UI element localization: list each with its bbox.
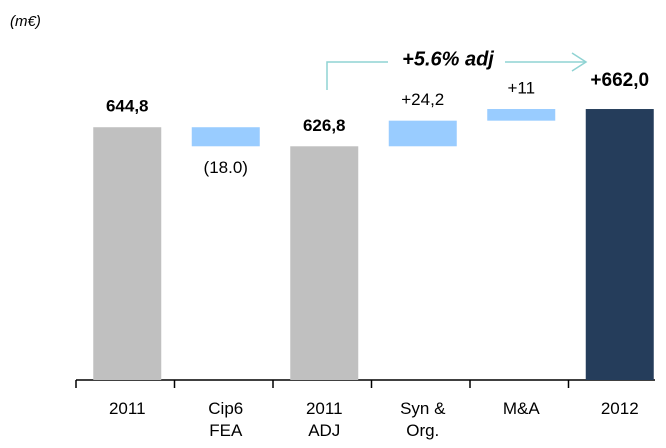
data-label: +662,0 <box>590 70 649 91</box>
arrow-line <box>326 61 388 90</box>
bar <box>585 109 654 380</box>
unit-label: (m€) <box>10 13 41 30</box>
x-tick-label-line: 2012 <box>601 399 639 418</box>
annotation: +5.6% adj <box>402 48 494 70</box>
annotation-arrow <box>326 52 588 90</box>
x-tick-label: M&A <box>503 399 541 418</box>
x-tick-label-line: 2011 <box>306 399 343 418</box>
x-tick-label-line: Org. <box>406 421 439 440</box>
x-tick-label-line: Syn & <box>400 399 446 418</box>
bar <box>290 146 359 380</box>
bar <box>487 109 556 121</box>
bar <box>93 127 162 380</box>
data-label: +24,2 <box>401 90 444 109</box>
data-label: (18.0) <box>204 158 248 177</box>
x-tick-label: 2012 <box>601 399 639 418</box>
x-tick-label: Cip6 FEA <box>208 399 243 440</box>
x-tick-label-line: Cip6 <box>208 399 243 418</box>
bar <box>388 120 457 147</box>
x-tick-label: 2011 <box>109 399 146 418</box>
x-tick-label: 2011 ADJ <box>306 399 343 440</box>
x-tick-label-line: FEA <box>209 421 243 440</box>
x-tick-label-line: M&A <box>503 399 541 418</box>
x-tick-label: Syn & Org. <box>400 399 446 440</box>
x-tick-label-line: ADJ <box>308 421 340 440</box>
data-label: 626,8 <box>303 116 346 135</box>
bar <box>191 127 260 147</box>
data-label: 644,8 <box>106 97 149 116</box>
arrow-head <box>571 52 588 72</box>
data-label: +11 <box>507 79 535 98</box>
x-tick-label-line: 2011 <box>109 399 146 418</box>
